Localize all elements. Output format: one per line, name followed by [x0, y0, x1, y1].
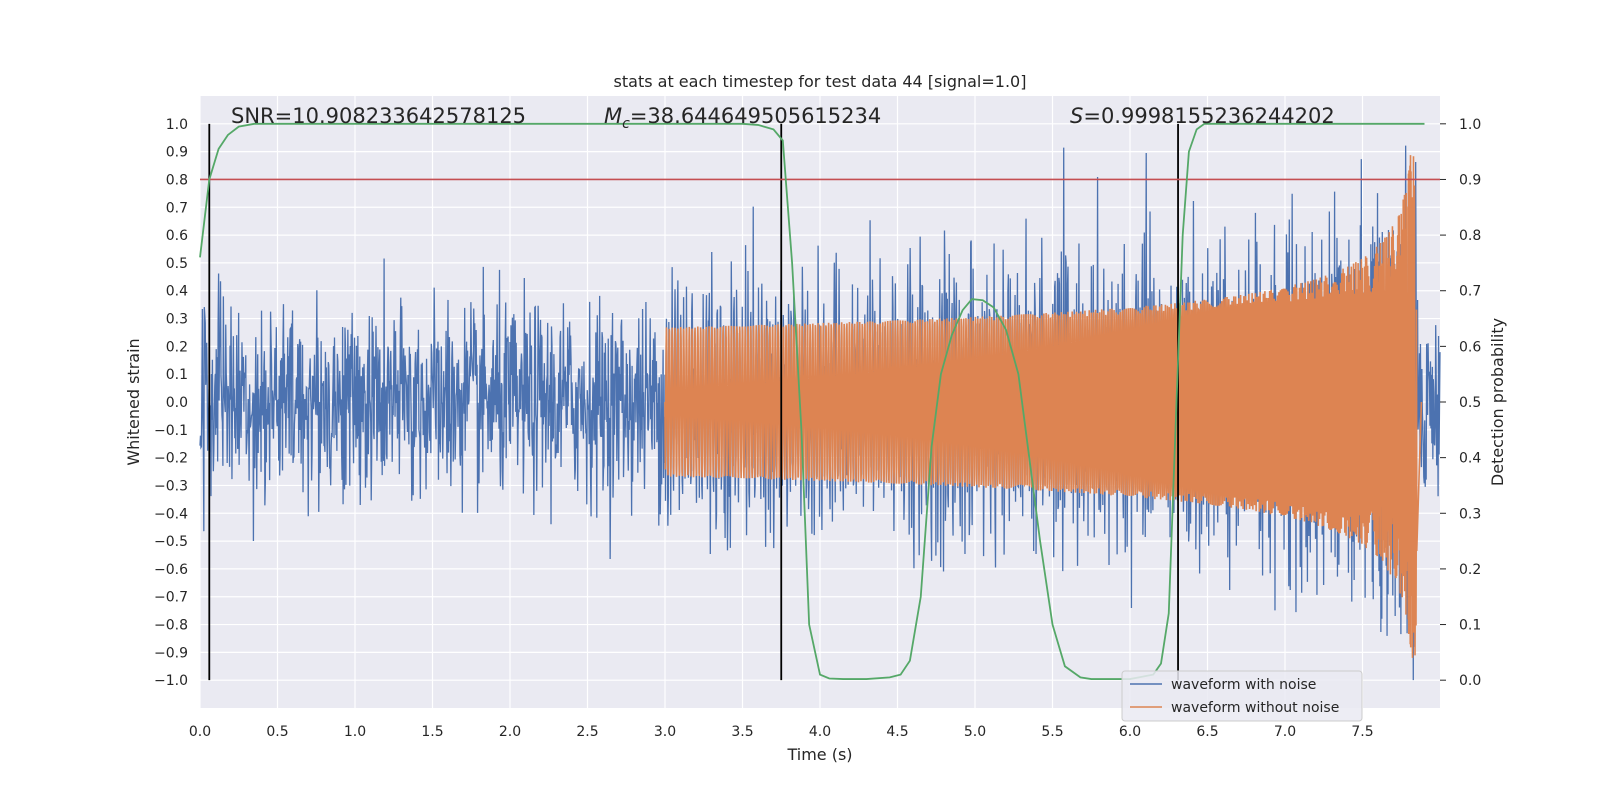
y2-tick-label: 0.5 [1459, 395, 1481, 411]
snr-annotation: SNR=10.908233642578125 [231, 104, 526, 128]
y2-tick-label: 0.8 [1459, 228, 1481, 244]
x-tick-label: 7.5 [1351, 724, 1373, 740]
y-tick-label: 0.6 [166, 228, 188, 244]
y-tick-label: −1.0 [154, 673, 188, 689]
x-tick-label: 2.5 [576, 724, 598, 740]
y-axis-title: Whitened strain [124, 338, 143, 465]
y-tick-label: 0.8 [166, 172, 188, 188]
mc-subscript: c [622, 116, 630, 132]
s-value: =0.9998155236244202 [1083, 104, 1334, 128]
tick-labels: 0.0 0.5 1.0 1.5 2.0 2.5 3.0 3.5 4.0 4.5 5.0 5.5 6.0 6… [154, 117, 1481, 740]
x-tick-label: 4.0 [809, 724, 831, 740]
y-tick-label: −0.4 [154, 506, 188, 522]
x-tick-label: 5.5 [1041, 724, 1063, 740]
legend-box [1121, 670, 1363, 722]
y2-tick-label: 0.4 [1459, 451, 1481, 467]
x-tick-label: 4.5 [886, 724, 908, 740]
y-tick-label: 0.0 [166, 395, 188, 411]
y-tick-label: 0.5 [166, 256, 188, 272]
y-tick-label: 0.9 [166, 145, 188, 161]
s-annotation: S=0.9998155236244202 [1070, 104, 1335, 128]
y-tick-label: −0.9 [154, 645, 188, 661]
x-tick-label: 7.0 [1274, 724, 1296, 740]
y2-axis-title: Detection probability [1488, 318, 1507, 486]
mc-symbol: M [604, 104, 622, 128]
x-tick-label: 6.5 [1196, 724, 1218, 740]
detection-probability-line [199, 122, 1425, 680]
legend-label-clean: waveform without noise [1171, 700, 1339, 716]
y-tick-label: 0.1 [166, 367, 188, 383]
x-tick-label: 1.0 [344, 724, 366, 740]
y-tick-label: −0.3 [154, 478, 188, 494]
y2-tick-label: 0.6 [1459, 339, 1481, 355]
y-tick-label: 0.3 [166, 312, 188, 328]
x-tick-label: 5.0 [964, 724, 986, 740]
y-tick-label: −0.6 [154, 562, 188, 578]
x-tick-label: 0.5 [266, 724, 288, 740]
y2-tick-label: 0.9 [1459, 172, 1481, 188]
x-tick-label: 3.5 [731, 724, 753, 740]
y-tick-label: −0.8 [154, 618, 188, 634]
x-tick-label: 0.0 [189, 724, 211, 740]
legend: waveform with noise waveform without noi… [1121, 670, 1363, 722]
y-tick-label: −0.7 [154, 590, 188, 606]
y2-tick-label: 0.1 [1459, 618, 1481, 634]
y-tick-label: −0.2 [154, 451, 188, 467]
y-tick-label: 0.2 [166, 339, 188, 355]
x-tick-label: 1.5 [421, 724, 443, 740]
y2-tick-label: 0.2 [1459, 562, 1481, 578]
chart-title: stats at each timestep for test data 44 … [614, 72, 1027, 91]
series-detection-probability [199, 122, 1425, 680]
y2-tick-label: 0.3 [1459, 506, 1481, 522]
y-tick-label: 0.4 [166, 284, 188, 300]
y2-tick-label: 0.7 [1459, 284, 1481, 300]
s-symbol: S [1070, 104, 1083, 128]
mc-annotation: Mc=38.644649505615234 [604, 104, 881, 132]
legend-label-noisy: waveform with noise [1171, 677, 1316, 693]
x-tick-label: 3.0 [654, 724, 676, 740]
y-tick-label: 0.7 [166, 200, 188, 216]
x-tick-label: 2.0 [499, 724, 521, 740]
y2-tick-label: 1.0 [1459, 117, 1481, 133]
series-clean-waveform [664, 155, 1423, 658]
y-tick-label: 1.0 [166, 117, 188, 133]
x-axis-title: Time (s) [786, 745, 852, 764]
y-tick-label: −0.1 [154, 423, 188, 439]
y-tick-label: −0.5 [154, 534, 188, 550]
mc-value: =38.644649505615234 [630, 104, 881, 128]
x-tick-label: 6.0 [1119, 724, 1141, 740]
reference-lines [200, 123, 1440, 681]
clean-waveform-line [664, 155, 1423, 658]
y2-tick-label: 0.0 [1459, 673, 1481, 689]
